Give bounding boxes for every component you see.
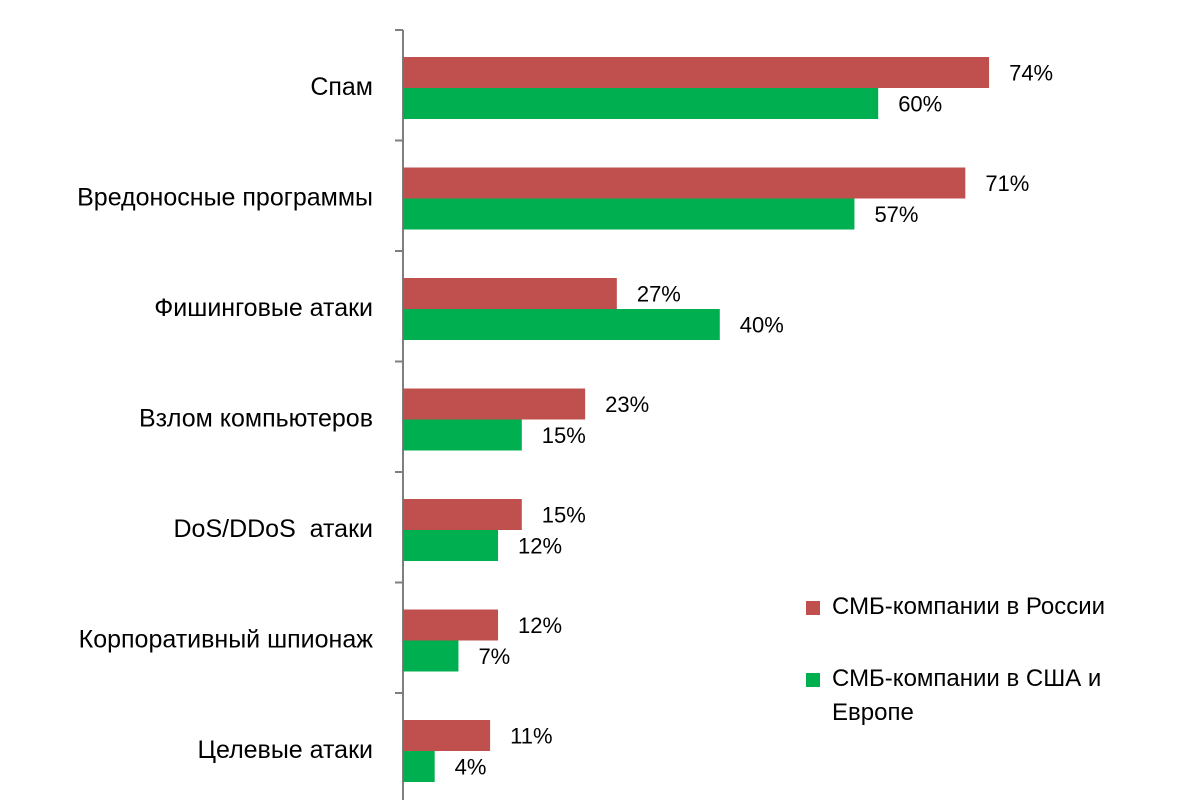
category-label: DoS/DDoS атаки [174,515,374,543]
category-label: Взлом компьютеров [139,405,373,433]
bar-russia [403,720,491,751]
bar-usa-europe [403,88,879,119]
category-label: Спам [310,73,373,101]
bar-russia [403,609,499,641]
legend-label-russia: СМБ-компании в России [832,593,1106,620]
category-labels: Спам Вредоносные программы Фишинговые атак… [77,73,373,764]
data-label: 74% [1009,61,1053,86]
data-label: 12% [518,613,562,638]
bar-russia [403,388,586,420]
category-label: Корпоративный шпионаж [79,626,374,654]
data-label: 60% [898,92,942,117]
bar-russia [403,278,617,309]
bar-usa-europe [403,751,435,782]
bar-usa-europe [403,309,720,340]
data-label: 12% [518,534,562,559]
data-label: 4% [455,755,487,780]
legend-swatch-usa-europe [806,673,820,687]
data-label: 15% [542,423,586,448]
data-label: 7% [478,644,510,669]
bar-usa-europe [403,640,459,672]
bars [403,57,990,782]
data-label: 27% [637,282,681,307]
data-label: 15% [542,503,586,528]
legend-item-usa-europe: СМБ-компании в США и Европе [806,662,1186,730]
axis-ticks [395,29,403,694]
category-label: Целевые атаки [198,736,374,764]
data-label: 11% [510,724,552,749]
bar-usa-europe [403,419,522,451]
data-label: 57% [874,202,918,227]
data-label: 23% [605,392,649,417]
bar-russia [403,167,966,199]
bar-russia [403,499,522,530]
bar-usa-europe [403,198,855,230]
category-label: Фишинговые атаки [154,294,373,322]
data-label: 71% [985,171,1029,196]
legend-swatch-russia [806,601,820,615]
data-label: 40% [740,313,784,338]
bar-russia [403,57,990,88]
data-labels: 74% 60% 71% 57% 27% 40% 23% 15% 15% 12% 12% 7% 11% 4% [455,61,1053,780]
category-label: Вредоносные программы [77,184,373,212]
legend-label-usa-europe: СМБ-компании в США и Европе [832,665,1102,726]
legend: СМБ-компании в России СМБ-компании в США… [806,590,1186,730]
bar-usa-europe [403,530,499,561]
legend-item-russia: СМБ-компании в России [806,590,1186,624]
